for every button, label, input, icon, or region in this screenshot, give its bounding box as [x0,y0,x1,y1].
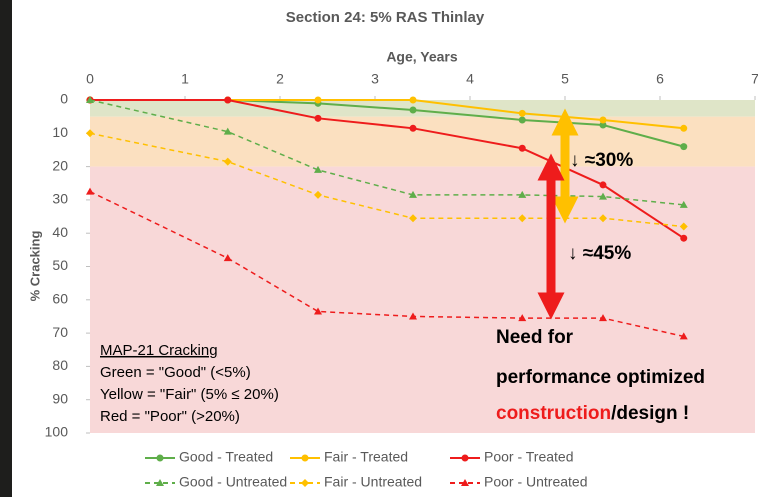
x-tick-label: 4 [466,71,474,87]
y-tick-label: 70 [52,324,68,340]
chart-title: Section 24: 5% RAS Thinlay [286,9,485,26]
x-tick-label: 5 [561,71,569,87]
marker [600,181,607,188]
x-tick-label: 6 [656,71,664,87]
need-line: Need for [496,327,574,348]
y-tick-label: 60 [52,291,68,307]
legend-label: Good - Treated [179,449,273,465]
marker [680,235,687,242]
marker [410,97,417,104]
marker [302,455,309,462]
x-tick-label: 7 [751,71,758,87]
y-tick-label: 50 [52,257,68,273]
band [90,117,755,167]
need-rest: /design ! [611,403,689,424]
legend-label: Poor - Treated [484,449,574,465]
marker [519,145,526,152]
marker [680,143,687,150]
y-tick-label: 0 [60,91,68,107]
marker [315,115,322,122]
y-tick-label: 80 [52,357,68,373]
chart: 0 10 20 30 40 50 60 70 80 90 100 0 1 2 3 4 5 6 7 Section 2… [0,0,758,497]
y-tick-label: 10 [52,124,68,140]
legend-label: Fair - Treated [324,449,408,465]
legend-label: Poor - Untreated [484,474,588,490]
x-tick-label: 3 [371,71,379,87]
marker [157,455,164,462]
map-title: MAP-21 Cracking [100,342,218,359]
need-red: construction [496,403,611,424]
x-tick-label: 2 [276,71,284,87]
marker [680,125,687,132]
y-tick-label: 100 [45,424,69,440]
y-tick-label: 40 [52,224,68,240]
poor-drop: ↓ ≈45% [568,243,631,264]
fair-drop: ↓ ≈30% [570,150,633,171]
marker [410,125,417,132]
band [90,100,755,117]
marker [519,110,526,117]
x-tick-label: 0 [86,71,94,87]
y-axis-label: % Cracking [27,231,42,302]
need-line: performance optimized [496,367,705,388]
map-line: Green = "Good" (<5%) [100,364,251,381]
marker [462,455,469,462]
need-line: construction/design ! [496,403,689,424]
y-tick-label: 90 [52,390,68,406]
marker [224,97,231,104]
legend-label: Good - Untreated [179,474,287,490]
map-line: Yellow = "Fair" (5% ≤ 20%) [100,386,279,403]
x-axis-label: Age, Years [386,49,458,65]
map-line: Red = "Poor" (>20%) [100,408,240,425]
x-tick-label: 1 [181,71,189,87]
marker [410,106,417,113]
legend-label: Fair - Untreated [324,474,422,490]
y-tick-label: 30 [52,191,68,207]
page: {"chart_data": { "type": "line", "title"… [0,0,758,497]
y-tick-label: 20 [52,157,68,173]
marker [600,116,607,123]
marker [315,97,322,104]
marker [519,116,526,123]
